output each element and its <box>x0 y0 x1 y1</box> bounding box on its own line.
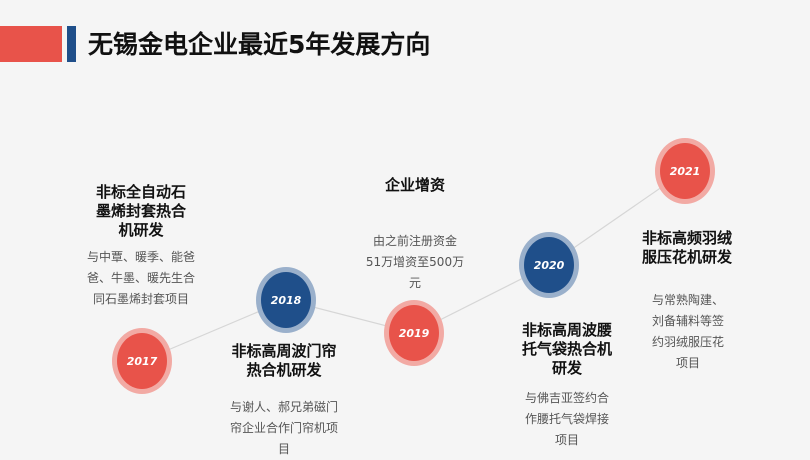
timeline-node-core <box>524 237 574 293</box>
timeline-node-2017: 2017 <box>112 328 172 394</box>
timeline-node-year-label: 2018 <box>271 294 302 307</box>
timeline-node-2019: 2019 <box>384 300 444 366</box>
timeline-node-core <box>117 333 167 389</box>
timeline-node-year-label: 2020 <box>534 259 565 272</box>
timeline-node-2020: 2020 <box>519 232 579 298</box>
timeline-node-core <box>660 143 710 199</box>
timeline-node-2018: 2018 <box>256 267 316 333</box>
milestone-2020-title: 非标高周波腰 托气袋热合机 研发 <box>521 321 612 377</box>
milestone-2017-description: 与中覃、暖季、能爸 爸、牛墨、暖先生合 同石墨烯封套项目 <box>86 250 195 306</box>
page-title: 无锡金电企业最近5年发展方向 <box>88 30 431 59</box>
timeline-node-2021: 2021 <box>655 138 715 204</box>
timeline-node-year-label: 2021 <box>670 165 701 178</box>
milestone-2017-title: 非标全自动石 墨烯封套热合 机研发 <box>95 183 186 239</box>
milestone-2021-description: 与常熟陶建、 刘备辅料等签 约羽绒服压花 项目 <box>651 293 724 370</box>
header-accent-blue-bar <box>67 26 76 62</box>
timeline-node-year-label: 2017 <box>127 355 158 368</box>
milestone-2019-title: 企业增资 <box>384 176 445 194</box>
milestone-2021-title: 非标高频羽绒 服压花机研发 <box>641 229 732 266</box>
timeline-node-year-label: 2019 <box>399 327 430 340</box>
milestone-2018-description: 与谢人、郝兄弟磁门 帘企业合作门帘机项 目 <box>229 400 338 456</box>
milestone-2020-description: 与佛吉亚签约合 作腰托气袋焊接 项目 <box>524 391 609 447</box>
milestone-2019-description: 由之前注册资金 51万增资至500万 元 <box>365 234 465 290</box>
header-accent-red-bar <box>0 26 62 62</box>
timeline-node-core <box>261 272 311 328</box>
timeline-node-core <box>389 305 439 361</box>
timeline-nodes: 2017 2018 2019 2020 2021 <box>112 138 715 394</box>
milestone-2018-title: 非标高周波门帘 热合机研发 <box>231 342 337 379</box>
